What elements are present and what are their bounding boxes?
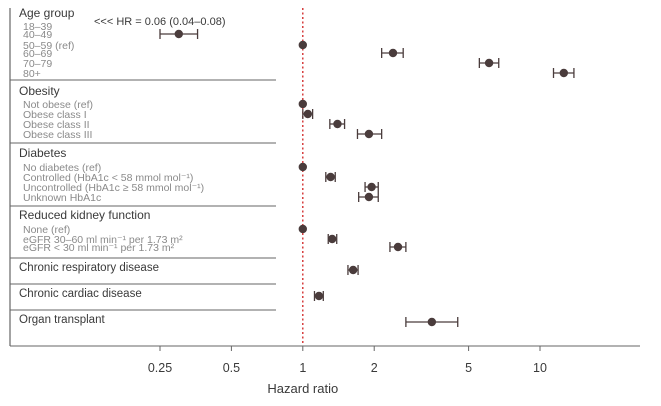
hr-point: [298, 99, 308, 109]
hr-point: [298, 40, 308, 50]
group-title: Chronic cardiac disease: [19, 288, 142, 300]
hr-point: [298, 224, 308, 234]
x-tick-label: 1: [299, 361, 306, 375]
x-axis-title: Hazard ratio: [267, 381, 338, 396]
row-label: 60–69: [23, 48, 52, 60]
hr-point: [484, 58, 494, 68]
row-label: 80+: [23, 68, 41, 80]
row-label: Obese class I: [23, 109, 87, 121]
hr-point: [314, 291, 324, 301]
hr-point: [559, 68, 569, 78]
group-title: Chronic respiratory disease: [19, 262, 159, 274]
hr-point: [393, 242, 403, 252]
hr-point: [388, 48, 398, 58]
row-label: eGFR < 30 ml min⁻¹ per 1.73 m²: [23, 242, 175, 254]
row-label: eGFR 30–60 ml min⁻¹ per 1.73 m²: [23, 234, 183, 246]
group-title: Organ transplant: [19, 314, 105, 326]
hr-point: [364, 129, 374, 139]
row-label: 40–49: [23, 29, 52, 41]
row-label: Unknown HbA1c: [23, 192, 101, 204]
x-tick-label: 2: [371, 361, 378, 375]
hr-annotation: <<< HR = 0.06 (0.04–0.08): [94, 16, 225, 28]
group-title: Diabetes: [19, 146, 66, 160]
hr-point: [303, 109, 313, 119]
row-label: Controlled (HbA1c < 58 mmol mol⁻¹): [23, 172, 193, 184]
row-label: Uncontrolled (HbA1c ≥ 58 mmol mol⁻¹): [23, 182, 204, 194]
hr-point: [174, 29, 183, 39]
row-label: Obese class III: [23, 129, 92, 141]
hr-point: [333, 119, 342, 129]
group-title: Reduced kidney function: [19, 208, 150, 222]
row-label: None (ref): [23, 224, 70, 236]
hr-point: [364, 192, 374, 202]
row-label: Not obese (ref): [23, 99, 93, 111]
hr-point: [326, 172, 335, 182]
group-title: Obesity: [19, 84, 60, 98]
x-tick-label: 0.25: [148, 361, 172, 375]
x-tick-label: 0.5: [223, 361, 240, 375]
row-label: Obese class II: [23, 119, 90, 131]
hr-point: [367, 182, 376, 192]
hr-point: [427, 317, 437, 327]
hr-point: [298, 162, 308, 172]
row-label: No diabetes (ref): [23, 162, 101, 174]
x-tick-label: 5: [465, 361, 472, 375]
row-label: 18–39: [23, 21, 52, 33]
row-label: 50–59 (ref): [23, 40, 74, 52]
group-title: Age group: [19, 6, 75, 20]
hr-point: [327, 234, 337, 244]
row-label: 70–79: [23, 58, 52, 70]
x-tick-label: 10: [533, 361, 547, 375]
hr-point: [348, 265, 358, 275]
